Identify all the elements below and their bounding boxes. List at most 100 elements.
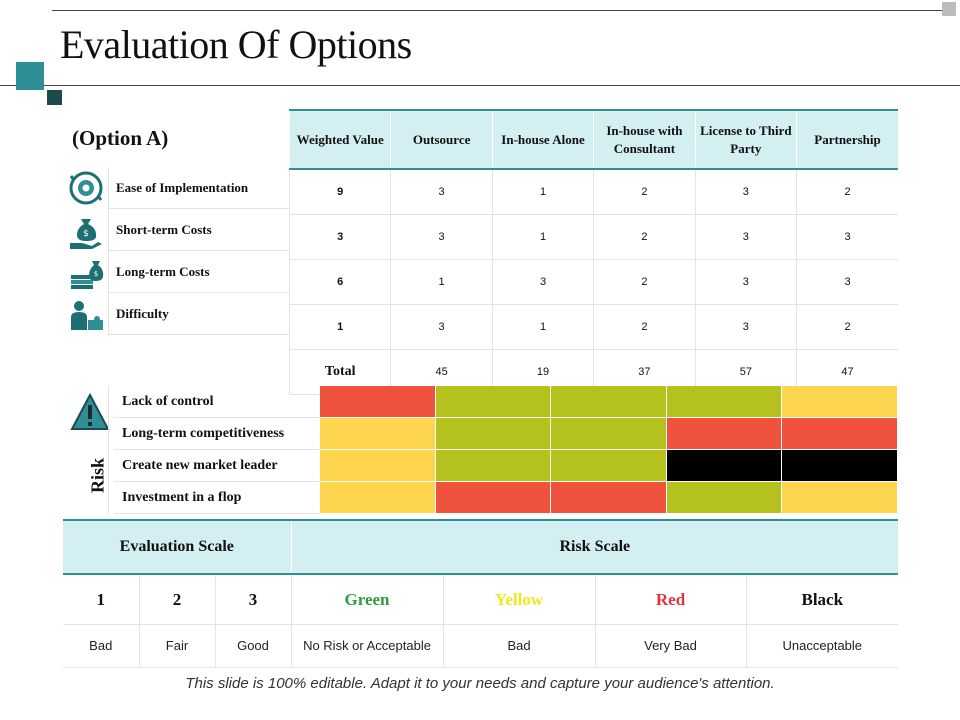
page-title: Evaluation Of Options bbox=[60, 22, 412, 67]
risk-factor-label: Lack of control bbox=[114, 386, 320, 418]
scale-description-row: Bad Fair Good No Risk or Acceptable Bad … bbox=[63, 624, 899, 668]
table-cell: 2 bbox=[593, 304, 696, 350]
evaluation-scale-header: Evaluation Scale bbox=[63, 519, 292, 575]
risk-factor-list: Lack of control Long-term competitivenes… bbox=[114, 386, 320, 514]
risk-heatmap-cell bbox=[435, 450, 552, 482]
risk-heatmap bbox=[320, 386, 898, 514]
risk-factor-label: Create new market leader bbox=[114, 450, 320, 482]
risk-heatmap-row bbox=[320, 418, 898, 450]
risk-scale-desc: Unacceptable bbox=[746, 624, 899, 668]
table-cell: 3 bbox=[694, 304, 797, 350]
person-puzzle-icon bbox=[71, 301, 103, 330]
risk-heatmap-cell bbox=[782, 386, 898, 418]
title-underline bbox=[0, 85, 960, 86]
risk-heatmap-row bbox=[320, 482, 898, 514]
risk-heatmap-cell bbox=[320, 482, 436, 514]
warning-triangle-icon bbox=[70, 392, 110, 430]
risk-factor-label: Long-term competitiveness bbox=[114, 418, 320, 450]
column-header: Partnership bbox=[796, 109, 898, 170]
scale-value-row: 1 2 3 Green Yellow Red Black bbox=[63, 574, 899, 625]
table-cell: 3 bbox=[694, 259, 797, 305]
risk-heatmap-cell bbox=[320, 450, 436, 482]
risk-heatmap-row bbox=[320, 450, 898, 482]
risk-factor-label: Investment in a flop bbox=[114, 482, 320, 514]
risk-scale-color-yellow: Yellow bbox=[443, 574, 596, 625]
risk-heatmap-cell bbox=[666, 482, 783, 514]
table-row: 3 3 1 2 3 3 bbox=[288, 214, 898, 260]
risk-heatmap-cell bbox=[551, 418, 667, 450]
table-cell: 3 bbox=[796, 259, 898, 305]
risk-heatmap-cell bbox=[666, 418, 783, 450]
table-cell: 2 bbox=[593, 259, 696, 305]
criteria-label: Difficulty bbox=[108, 293, 289, 335]
footer-note: This slide is 100% editable. Adapt it to… bbox=[185, 675, 775, 692]
eval-scale-desc: Fair bbox=[139, 624, 216, 668]
risk-heatmap-cell bbox=[551, 386, 667, 418]
risk-heatmap-cell bbox=[435, 386, 552, 418]
column-header: In-house Alone bbox=[491, 109, 594, 170]
table-cell: 3 bbox=[390, 169, 493, 215]
gear-cycle-icon bbox=[69, 171, 103, 205]
eval-scale-number: 2 bbox=[139, 574, 216, 625]
eval-scale-number: 1 bbox=[63, 574, 140, 625]
risk-scale-color-black: Black bbox=[746, 574, 899, 625]
risk-label: Risk bbox=[87, 458, 108, 494]
weight-cell: 1 bbox=[288, 304, 391, 350]
table-row: 9 3 1 2 3 2 bbox=[288, 169, 898, 215]
risk-heatmap-cell bbox=[551, 482, 667, 514]
svg-text:$: $ bbox=[94, 270, 98, 278]
risk-divider bbox=[108, 386, 109, 514]
risk-scale-desc: Very Bad bbox=[595, 624, 747, 668]
risk-heatmap-cell bbox=[782, 482, 898, 514]
table-cell: 3 bbox=[694, 169, 797, 215]
risk-heatmap-cell bbox=[666, 450, 783, 482]
eval-scale-desc: Good bbox=[215, 624, 292, 668]
risk-heatmap-cell bbox=[782, 418, 898, 450]
table-cell: 1 bbox=[390, 259, 493, 305]
table-cell: 2 bbox=[796, 304, 898, 350]
table-row: 6 1 3 2 3 3 bbox=[288, 259, 898, 305]
table-cell: 3 bbox=[694, 214, 797, 260]
column-header: In-house with Consultant bbox=[593, 109, 696, 170]
top-rule bbox=[52, 10, 942, 11]
table-row: 1 3 1 2 3 2 bbox=[288, 304, 898, 350]
risk-heatmap-cell bbox=[551, 450, 667, 482]
criteria-label: Short-term Costs bbox=[108, 209, 289, 251]
table-cell: 1 bbox=[491, 169, 594, 215]
table-cell: 2 bbox=[796, 169, 898, 215]
option-label: (Option A) bbox=[72, 126, 169, 150]
money-bag-hand-icon: $ bbox=[70, 219, 102, 249]
risk-scale-color-red: Red bbox=[595, 574, 747, 625]
risk-scale-header: Risk Scale bbox=[291, 519, 899, 575]
column-header: License to Third Party bbox=[694, 109, 797, 170]
scale-table: Evaluation Scale Risk Scale 1 2 3 Green … bbox=[63, 519, 899, 668]
risk-heatmap-cell bbox=[666, 386, 783, 418]
money-stack-icon: $ bbox=[71, 261, 104, 289]
table-cell: 3 bbox=[390, 304, 493, 350]
risk-heatmap-cell bbox=[782, 450, 898, 482]
weight-cell: 6 bbox=[288, 259, 391, 305]
weight-cell: 9 bbox=[288, 169, 391, 215]
table-cell: 1 bbox=[491, 304, 594, 350]
eval-scale-desc: Bad bbox=[63, 624, 140, 668]
table-cell: 1 bbox=[491, 214, 594, 260]
risk-heatmap-row bbox=[320, 386, 898, 418]
weight-cell: 3 bbox=[288, 214, 391, 260]
eval-scale-number: 3 bbox=[215, 574, 292, 625]
evaluation-table: Weighted Value Outsource In-house Alone … bbox=[288, 109, 898, 395]
accent-square bbox=[16, 62, 44, 90]
risk-heatmap-cell bbox=[435, 482, 552, 514]
criteria-list: Ease of Implementation Short-term Costs … bbox=[108, 167, 289, 335]
table-cell: 3 bbox=[390, 214, 493, 260]
svg-text:$: $ bbox=[83, 229, 89, 239]
criteria-label: Long-term Costs bbox=[108, 251, 289, 293]
column-header: Outsource bbox=[390, 109, 493, 170]
risk-heatmap-cell bbox=[435, 418, 552, 450]
risk-scale-desc: No Risk or Acceptable bbox=[291, 624, 444, 668]
accent-square-dark bbox=[47, 90, 62, 105]
risk-scale-desc: Bad bbox=[443, 624, 596, 668]
table-cell: 2 bbox=[593, 169, 696, 215]
table-cell: 3 bbox=[491, 259, 594, 305]
risk-heatmap-cell bbox=[320, 418, 436, 450]
table-cell: 2 bbox=[593, 214, 696, 260]
